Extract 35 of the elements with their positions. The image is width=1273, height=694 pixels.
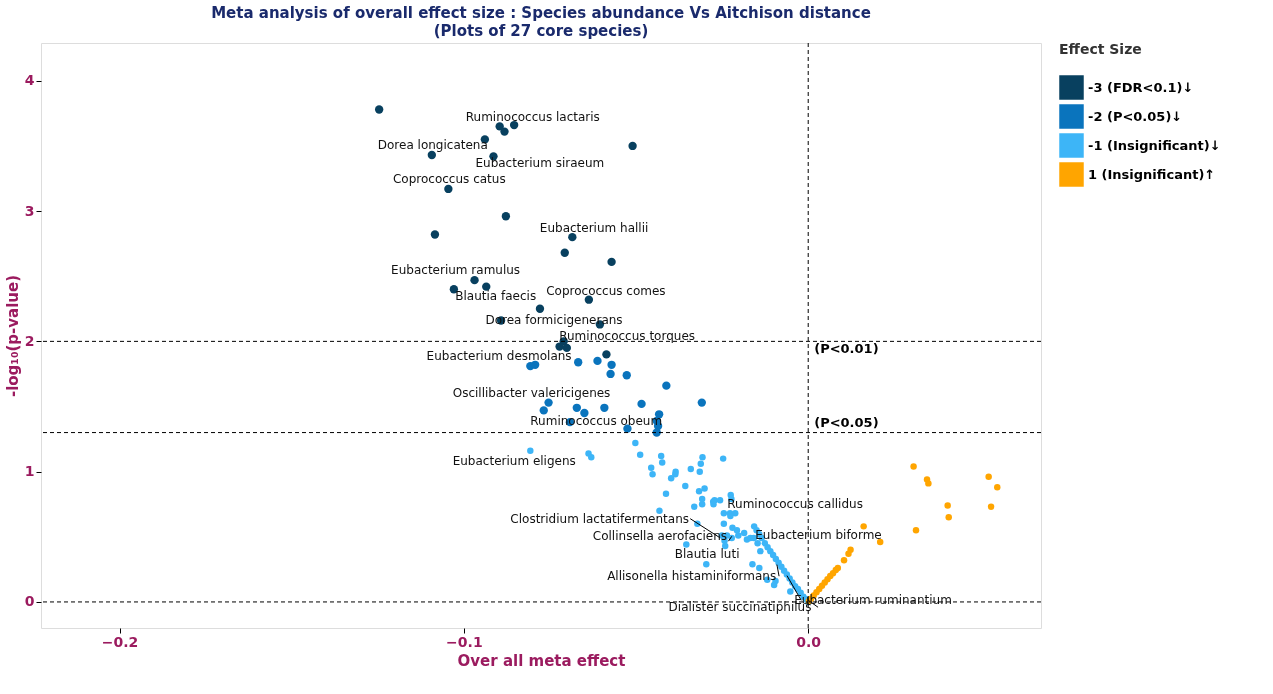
legend-title: Effect Size	[1059, 41, 1142, 57]
annotation: Eubacterium desmolans	[426, 348, 572, 363]
annotation: Blautia faecis	[455, 289, 537, 304]
legend-label: -2 (P<0.05)↓	[1088, 108, 1183, 124]
annotation: Eubacterium siraeum	[475, 156, 605, 171]
annotation: Ruminococcus callidus	[727, 496, 863, 511]
annotation: Allisonella histaminiformans	[607, 569, 777, 584]
annotation: Dorea longicatena	[377, 138, 488, 153]
x-tick-label: −0.2	[101, 633, 139, 650]
annotation: Ruminococcus torques	[559, 328, 696, 343]
legend-label: -3 (FDR<0.1)↓	[1088, 79, 1194, 95]
annotation: Coprococcus catus	[392, 172, 506, 187]
legend-label: 1 (Insignificant)↑	[1088, 166, 1216, 182]
x-tick-label: −0.1	[446, 633, 483, 650]
y-tick-label: 4	[24, 72, 35, 89]
annotation: Eubacterium ramulus	[391, 262, 521, 277]
annotation: Blautia luti	[674, 547, 740, 562]
ref-line-label: (P<0.05)	[814, 414, 879, 430]
chart-title: Meta analysis of overall effect size : Species abundance Vs Aitchison distance	[211, 3, 871, 22]
y-tick-label: 0	[24, 593, 35, 610]
y-tick-label: 3	[24, 202, 35, 219]
ref-line-label: (P<0.01)	[814, 341, 879, 357]
annotation: Ruminococcus lactaris	[465, 109, 600, 124]
y-tick-label: 1	[24, 463, 35, 480]
annotation: Eubacterium eligens	[452, 454, 576, 469]
y-tick-label: 2	[24, 332, 35, 349]
annotation: Eubacterium hallii	[539, 220, 649, 235]
annotation: Coprococcus comes	[546, 284, 666, 299]
y-axis-title: -log₁₀(p-value)	[3, 274, 22, 398]
x-tick-label: 0.0	[796, 633, 822, 650]
x-axis-title: Over all meta effect	[457, 651, 626, 670]
annotation: Clostridium lactatifermentans	[510, 511, 689, 526]
annotation: Oscillibacter valericigenes	[452, 386, 611, 401]
chart-subtitle: (Plots of 27 core species)	[433, 21, 649, 40]
legend-label: -1 (Insignificant)↓	[1088, 137, 1221, 153]
